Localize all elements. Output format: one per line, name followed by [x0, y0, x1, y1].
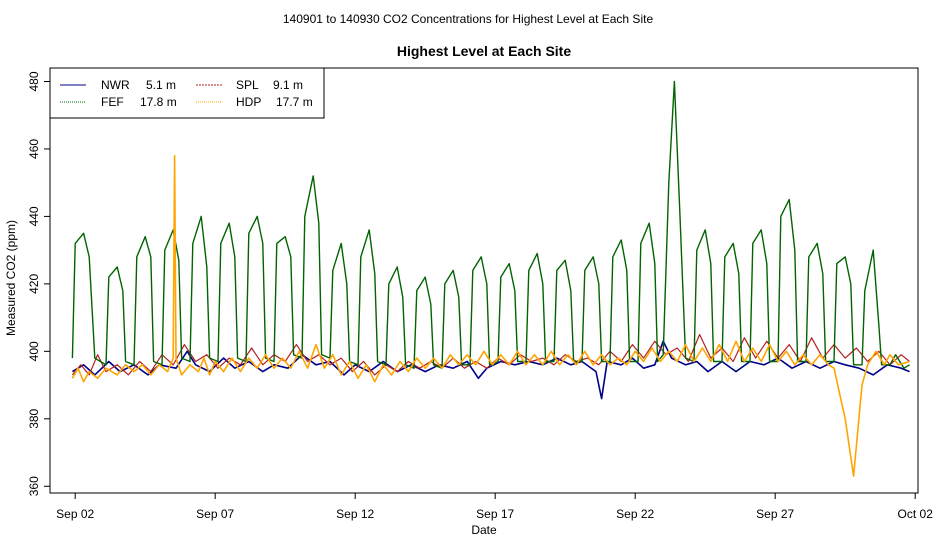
- x-tick-label: Sep 07: [196, 507, 234, 521]
- legend-label-fef: FEF: [101, 95, 124, 109]
- legend-height-spl: 9.1 m: [273, 78, 303, 92]
- x-tick-label: Sep 12: [336, 507, 374, 521]
- x-tick-label: Sep 27: [756, 507, 794, 521]
- y-tick-label: 400: [27, 341, 41, 361]
- plot-frame: [49, 67, 919, 494]
- x-tick-label: Sep 22: [616, 507, 654, 521]
- legend-height-fef: 17.8 m: [140, 95, 177, 109]
- y-tick-label: 420: [27, 274, 41, 294]
- y-tick-label: 360: [27, 476, 41, 496]
- x-tick-label: Sep 17: [476, 507, 514, 521]
- chart-suptitle: 140901 to 140930 CO2 Concentrations for …: [283, 12, 654, 26]
- legend-label-hdp: HDP: [236, 95, 261, 109]
- legend-height-hdp: 17.7 m: [276, 95, 313, 109]
- y-tick-label: 460: [27, 139, 41, 159]
- y-tick-label: 380: [27, 408, 41, 428]
- series-layer: [71, 80, 910, 477]
- y-tick-label: 440: [27, 206, 41, 226]
- legend-box: [49, 67, 325, 119]
- y-axis: 360 380 400 420 440 460 480: [27, 71, 51, 496]
- legend-label-spl: SPL: [236, 78, 259, 92]
- legend-height-nwr: 5.1 m: [146, 78, 176, 92]
- x-tick-label: Sep 02: [56, 507, 94, 521]
- legend: NWR 5.1 m SPL 9.1 m FEF 17.8 m HDP 17.7 …: [49, 67, 325, 119]
- series-line-hdp: [71, 154, 910, 477]
- x-axis: Sep 02 Sep 07 Sep 12 Sep 17 Sep 22 Sep 27 Oct …: [56, 492, 934, 521]
- chart-title: Highest Level at Each Site: [397, 43, 571, 59]
- series-line-nwr: [71, 340, 910, 400]
- y-axis-label: Measured CO2 (ppm): [4, 220, 18, 336]
- x-tick-label: Oct 02: [898, 507, 934, 521]
- y-tick-label: 480: [27, 71, 41, 91]
- legend-label-nwr: NWR: [101, 78, 130, 92]
- series-line-fef: [71, 80, 910, 369]
- x-axis-label: Date: [471, 523, 497, 537]
